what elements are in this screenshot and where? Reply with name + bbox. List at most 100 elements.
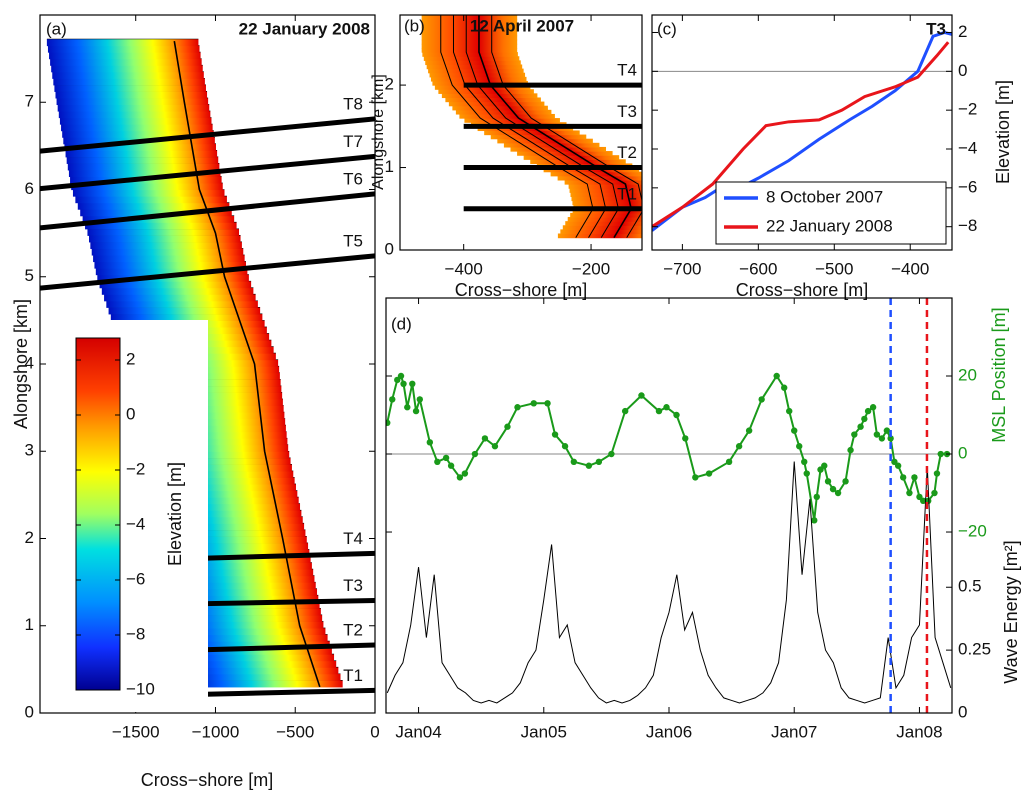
series-marker (861, 415, 868, 423)
y-tick-label: −4 (958, 138, 977, 157)
panel-title: 12 April 2007 (470, 16, 574, 35)
surface-slice (156, 542, 309, 551)
x-tick-label: Jan06 (646, 722, 692, 741)
series-marker (745, 427, 753, 434)
series-marker (461, 470, 469, 477)
y-tick-label: 1 (25, 615, 34, 634)
series-marker (725, 458, 733, 466)
surface-slice (155, 536, 307, 544)
transect-label: T1 (617, 184, 637, 203)
series-marker (481, 435, 489, 442)
series-marker (803, 470, 810, 477)
surface-slice (145, 490, 298, 498)
series-marker (404, 404, 411, 411)
series-marker (673, 411, 680, 419)
series-marker (551, 431, 559, 438)
surface-slice (180, 647, 332, 655)
panel-label: (a) (46, 19, 67, 38)
surface-slice (101, 287, 254, 295)
x-axis-label: Cross−shore [m] (736, 280, 869, 300)
surface-slice (75, 196, 227, 204)
surface-slice (149, 510, 302, 518)
legend-label: 8 October 2007 (766, 187, 883, 206)
series-marker (801, 458, 808, 466)
surface-slice (151, 516, 303, 524)
series-marker (773, 372, 780, 380)
series-marker (692, 474, 699, 481)
surface-slice (191, 680, 343, 688)
x-tick-label: −400 (445, 259, 483, 278)
panel (386, 298, 952, 713)
surface-slice (421, 47, 518, 53)
series-marker (933, 470, 941, 477)
transect (189, 687, 375, 698)
series-marker (561, 443, 569, 450)
contour-line (440, 15, 594, 238)
panel (421, 15, 642, 239)
surface-slice (530, 159, 626, 165)
y-axis-label: Alongshore [km] (370, 74, 387, 190)
series-marker (434, 458, 441, 466)
colorbar-tick-label: 0 (126, 404, 135, 423)
series-marker (883, 427, 891, 434)
surface-slice (135, 431, 287, 439)
surface-slice (560, 229, 642, 235)
series-marker (530, 400, 537, 407)
surface-slice (428, 68, 524, 74)
series-marker (813, 493, 820, 501)
transect-label: T1 (343, 666, 363, 685)
panel-frame (385, 297, 953, 714)
y2-tick-label: 0 (958, 702, 967, 721)
surface-slice (562, 225, 642, 230)
series-marker (638, 392, 645, 399)
transect-label: T2 (343, 620, 363, 639)
surface-slice (421, 39, 518, 45)
transect (40, 153, 375, 192)
series-marker (471, 450, 479, 458)
transect-label: T3 (617, 102, 637, 121)
surface-slice (133, 418, 286, 426)
series-marker (847, 446, 854, 454)
surface-slice (157, 549, 310, 557)
colorbar-tick-label: −2 (126, 459, 145, 478)
surface-slice (148, 503, 301, 511)
surface-slice (452, 105, 548, 111)
y-tick-label: 20 (958, 365, 977, 384)
surface-slice (99, 281, 252, 289)
series-marker (491, 443, 499, 450)
x-tick-label: −200 (572, 259, 610, 278)
series-marker (834, 489, 842, 497)
surface-slice (135, 438, 288, 446)
surface-slice (497, 138, 593, 144)
surface-slice (54, 84, 206, 92)
panel (652, 30, 952, 232)
surface-slice (568, 184, 642, 189)
series-marker (426, 439, 434, 446)
surface-slice (77, 202, 230, 210)
surface-slice (51, 65, 203, 73)
surface-slice (422, 52, 518, 57)
surface-slice (58, 110, 211, 119)
surface-slice (503, 142, 600, 148)
series-marker (400, 380, 407, 388)
transect-label: T3 (343, 576, 363, 595)
series-marker (663, 404, 670, 411)
surface-slice (165, 588, 318, 596)
series-marker (447, 462, 455, 469)
y-axis-label: MSL Position [m] (989, 307, 1009, 442)
y-tick-label: 0 (958, 443, 967, 462)
surface-slice (93, 254, 245, 263)
surface-slice (104, 294, 256, 302)
surface-slice (421, 19, 518, 24)
x-tick-label: Jan07 (771, 722, 817, 741)
surface-slice (88, 235, 241, 243)
surface-slice (97, 274, 249, 282)
panel-title: T3 (926, 19, 946, 38)
transect (40, 253, 375, 291)
series-marker (735, 443, 743, 450)
y-tick-label: 2 (385, 75, 394, 94)
legend-label: 22 January 2008 (766, 216, 893, 235)
surface-slice (153, 529, 306, 537)
